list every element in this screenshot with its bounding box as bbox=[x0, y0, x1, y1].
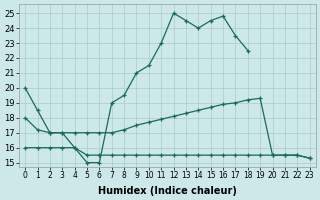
X-axis label: Humidex (Indice chaleur): Humidex (Indice chaleur) bbox=[98, 186, 237, 196]
